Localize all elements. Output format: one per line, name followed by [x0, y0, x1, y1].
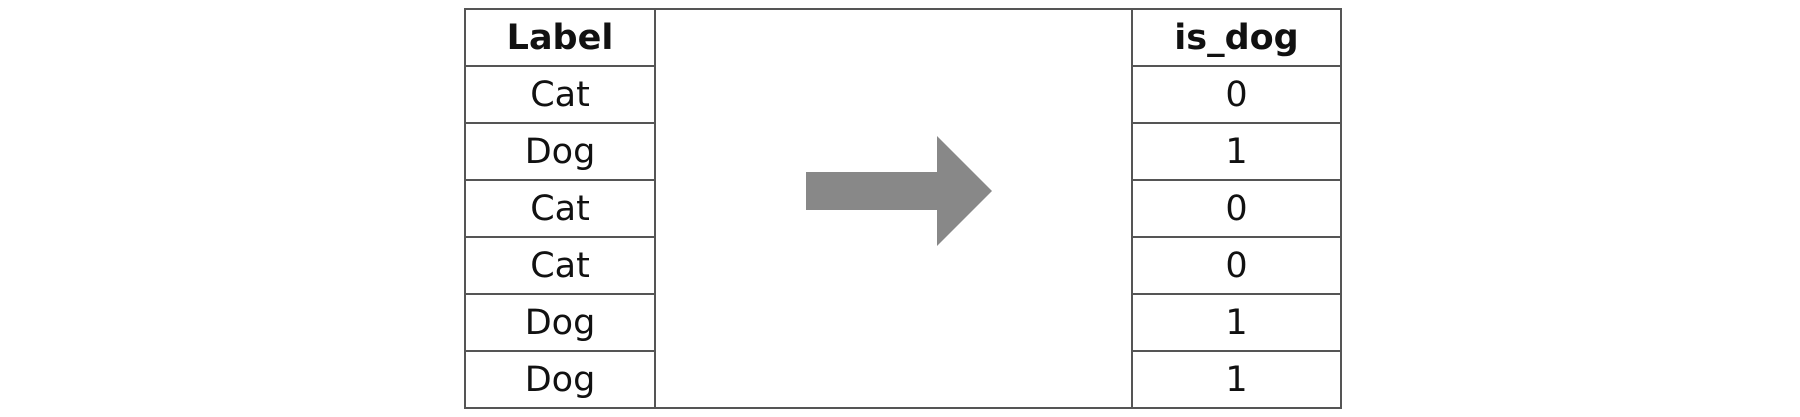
is-dog-cell: 1: [1133, 295, 1340, 352]
is-dog-cell: 0: [1133, 67, 1340, 124]
label-cell: Cat: [466, 67, 654, 124]
label-column-header: Label: [466, 10, 654, 67]
right-arrow-icon: [806, 136, 992, 246]
is-dog-column-header: is_dog: [1133, 10, 1340, 67]
label-cell: Dog: [466, 295, 654, 352]
is-dog-cell: 0: [1133, 238, 1340, 295]
is-dog-cell: 0: [1133, 181, 1340, 238]
label-cell: Dog: [466, 124, 654, 181]
arrow-shape: [806, 136, 992, 246]
label-cell: Cat: [466, 238, 654, 295]
is-dog-column: is_dog 0 1 0 0 1 1: [1131, 10, 1340, 407]
label-cell: Dog: [524, 359, 596, 400]
label-cell: Cat: [466, 181, 654, 238]
is-dog-cell: 1: [1133, 124, 1340, 181]
conversion-diagram: Label Cat Dog Cat Cat Dog Dog is_dog 0 1…: [464, 8, 1342, 409]
label-column: Label Cat Dog Cat Cat Dog Dog: [466, 10, 656, 407]
is-dog-cell: 1: [1225, 359, 1248, 400]
